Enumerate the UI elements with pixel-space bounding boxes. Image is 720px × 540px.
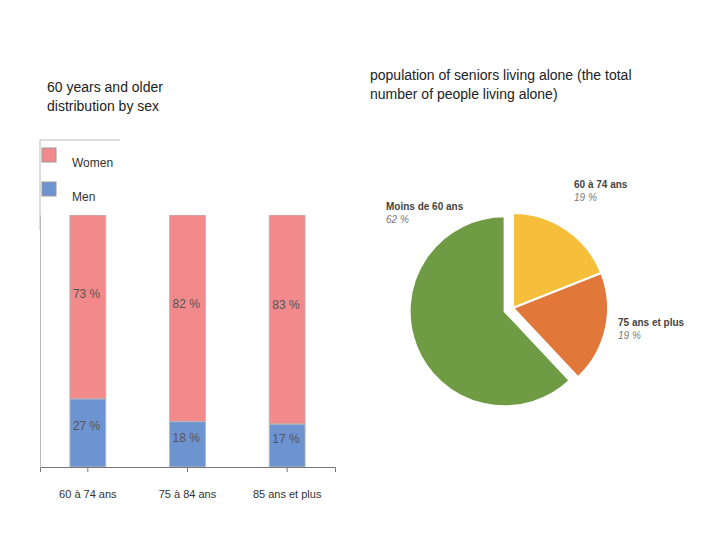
x-tick-label: 60 à 74 ans xyxy=(59,488,117,500)
data-label: 73 % xyxy=(73,287,101,301)
data-label: 82 % xyxy=(173,297,201,311)
slice-name: 75 ans et plus xyxy=(618,317,685,328)
legend: Women Men xyxy=(40,140,120,230)
legend-frame xyxy=(40,140,120,230)
bar-segment xyxy=(170,215,206,422)
x-tick-mark xyxy=(187,467,188,472)
x-tick: 60 à 74 ans xyxy=(59,467,117,500)
page: 73 % 82 % 83 % 27 % 18 % 17 % 60 à 74 ans 75 à … xyxy=(0,0,720,540)
pie-slice xyxy=(410,216,570,406)
slice-name: Moins de 60 ans xyxy=(386,201,464,212)
y-axis xyxy=(40,216,41,468)
data-labels: 73 % 82 % 83 % 27 % 18 % 17 % xyxy=(73,287,300,447)
pie-chart xyxy=(410,213,608,406)
legend-swatch xyxy=(42,182,56,196)
slice-value: 62 % xyxy=(386,214,409,225)
bar-chart: 73 % 82 % 83 % 27 % 18 % 17 % 60 à 74 ans 75 à … xyxy=(40,140,336,500)
x-tick-mark xyxy=(287,467,288,472)
chart-title: population of seniors living alone (the … xyxy=(370,66,632,104)
slices xyxy=(410,213,608,406)
x-tick: 75 à 84 ans xyxy=(159,467,217,500)
y-axis-line xyxy=(40,216,41,468)
slice-name: 60 à 74 ans xyxy=(574,179,628,190)
data-label: 18 % xyxy=(173,431,201,445)
x-tick-label: 75 à 84 ans xyxy=(159,488,217,500)
x-axis-line xyxy=(41,468,336,473)
x-axis: 60 à 74 ans 75 à 84 ans 85 ans et plus xyxy=(41,467,336,500)
data-label: 17 % xyxy=(272,432,300,446)
slice-value: 19 % xyxy=(574,192,597,203)
chart-title: 60 years and older distribution by sex xyxy=(47,78,227,116)
x-tick-mark xyxy=(87,467,88,472)
slice-value: 19 % xyxy=(618,330,641,341)
slice-labels: 60 à 74 ans 19 % 75 ans et plus 19 % Moins d… xyxy=(386,179,685,341)
legend-label: Men xyxy=(72,190,95,204)
bar-segment xyxy=(269,424,305,467)
bar-segment xyxy=(70,215,106,399)
x-tick-label: 85 ans et plus xyxy=(253,488,322,500)
bar-segment xyxy=(70,399,106,467)
legend-label: Women xyxy=(72,156,113,170)
legend-item: Women xyxy=(42,148,113,170)
data-label: 83 % xyxy=(272,298,300,312)
x-tick: 85 ans et plus xyxy=(253,467,322,500)
data-label: 27 % xyxy=(73,419,101,433)
bar-segment xyxy=(170,422,206,467)
bars xyxy=(70,215,305,467)
bar-segment xyxy=(269,215,305,424)
legend-swatch xyxy=(42,148,56,162)
legend-item: Men xyxy=(42,182,95,204)
